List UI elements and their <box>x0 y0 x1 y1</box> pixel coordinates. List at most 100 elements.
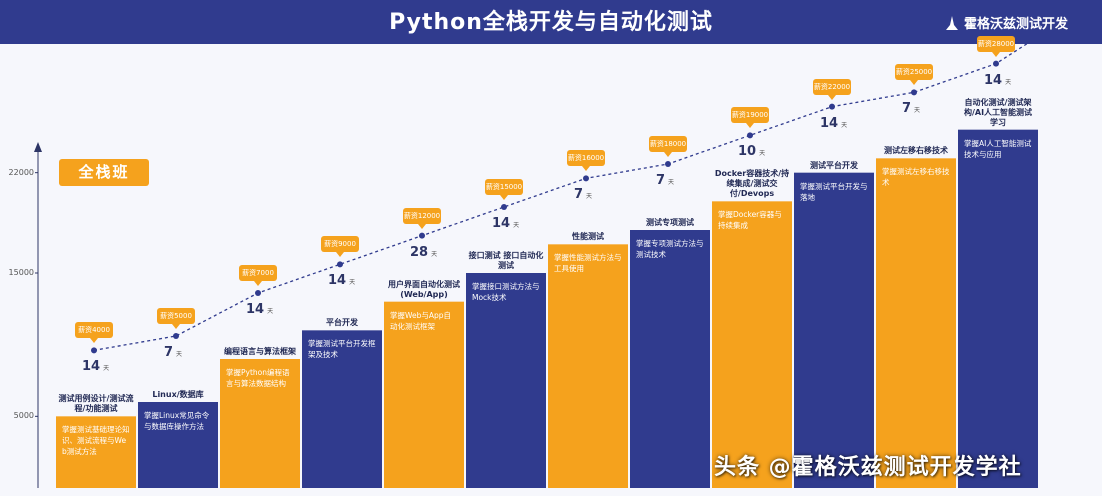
axis-layer <box>34 142 42 488</box>
salary-bubble: 薪资5000 <box>157 308 195 329</box>
bar <box>630 230 710 488</box>
trend-layer <box>91 44 1028 354</box>
header-bar: Python全栈开发与自动化测试 霍格沃兹测试开发 <box>0 0 1102 44</box>
days-unit: 天 <box>103 365 110 373</box>
trend-point <box>993 60 999 67</box>
days-unit: 天 <box>668 179 675 186</box>
days-label: 14 天 <box>328 273 355 288</box>
salary-bubble: 薪资19000 <box>731 107 769 129</box>
bar-category-label: 性能测试 <box>572 232 604 242</box>
trend-point <box>829 103 835 110</box>
bar-description: 掌握Web与App自动化测试框架 <box>390 310 452 331</box>
salary-bubble: 薪资7000 <box>239 265 277 286</box>
bar <box>466 273 546 488</box>
bar-description: 掌握测试基础理论知识、测试流程与Web测试方法 <box>62 425 130 457</box>
bar-category-label: 测试专项测试 <box>646 218 694 227</box>
bar <box>712 201 792 489</box>
page-title: Python全栈开发与自动化测试 <box>389 10 713 35</box>
days-label: 28 天 <box>410 245 437 260</box>
class-badge: 全栈班 <box>59 159 149 186</box>
bar <box>138 402 218 488</box>
days-label: 14 天 <box>984 73 1011 88</box>
bar <box>220 359 300 488</box>
trend-point <box>337 261 343 268</box>
y-tick-label: 5000 <box>13 411 34 421</box>
salary-bubble: 薪资16000 <box>567 150 605 172</box>
days-unit: 天 <box>513 222 520 229</box>
salary-bubble: 薪资9000 <box>321 236 359 258</box>
days-label: 10 天 <box>738 144 765 159</box>
salary-bubble: 薪资12000 <box>403 207 441 229</box>
bar-description: 掌握测试平台开发框架及技术 <box>308 339 376 360</box>
brand: 霍格沃兹测试开发 <box>945 13 1068 32</box>
days-unit: 天 <box>1005 78 1012 86</box>
days-value: 14 <box>820 115 839 131</box>
salary-bubble: 薪资22000 <box>813 78 851 100</box>
days-unit: 天 <box>431 250 438 258</box>
watermark: 头条 @霍格沃兹测试开发学社 <box>714 455 1022 480</box>
days-value: 28 <box>410 244 429 260</box>
days-value: 7 <box>656 173 666 188</box>
y-tick-label: 15000 <box>8 268 34 277</box>
days-unit: 天 <box>176 351 183 358</box>
salary-bubble: 薪资25000 <box>895 64 933 86</box>
trend-point <box>665 161 671 167</box>
days-label: 14 天 <box>820 116 847 131</box>
salary-bubble: 薪资28000 <box>977 35 1015 57</box>
bar-description: 掌握性能测试方法与工具使用 <box>554 253 622 274</box>
days-label: 14 天 <box>82 359 109 374</box>
bar-category-label: 测试平台开发 <box>810 160 858 170</box>
brand-logo-icon <box>945 15 958 30</box>
trend-point <box>911 89 917 96</box>
bar-description: 掌握测试平台开发与落地 <box>800 181 868 202</box>
days-unit: 天 <box>914 107 921 115</box>
trend-point <box>501 204 507 210</box>
trend-point <box>583 175 589 182</box>
bar-category-label: Linux/数据库 <box>152 390 204 399</box>
bar-description: 掌握接口测试方法与Mock技术 <box>472 282 540 302</box>
trend-point <box>255 290 261 296</box>
bar-description: 掌握AI人工智能测试技术与应用 <box>964 138 1032 159</box>
bar-category-label: 测试用例设计/测试流程/功能测试 <box>58 394 134 414</box>
trend-point <box>173 333 179 339</box>
days-value: 14 <box>246 302 265 317</box>
bar-category-label: 平台开发 <box>326 318 358 328</box>
days-value: 14 <box>82 359 101 375</box>
days-value: 7 <box>164 345 174 360</box>
days-value: 14 <box>984 72 1003 88</box>
bar-category-label: 自动化测试/测试架构/AI人工智能测试学习 <box>963 97 1033 127</box>
trend-point <box>419 232 425 239</box>
days-value: 10 <box>738 144 757 160</box>
bar <box>794 172 874 488</box>
bar <box>384 301 464 488</box>
bar-description: 掌握测试左移右移技术 <box>882 167 950 188</box>
chart-area: 全栈班 5000 15000 22000 测试用例设计/测试流程/功能测试掌握测试基础… <box>0 35 1102 496</box>
days-label: 14 天 <box>492 216 519 231</box>
days-value: 7 <box>574 187 584 203</box>
y-tick-label: 22000 <box>8 167 34 177</box>
chart-canvas <box>34 44 1038 489</box>
salary-bubble: 薪资15000 <box>485 179 523 200</box>
days-unit: 天 <box>759 150 766 158</box>
salary-bubble: 薪资4000 <box>75 322 113 344</box>
trend-point <box>91 347 97 354</box>
bar <box>876 158 956 488</box>
bar <box>302 330 382 488</box>
bar <box>958 129 1038 488</box>
bar-category-label: 测试左移右移技术 <box>884 146 948 156</box>
brand-name: 霍格沃兹测试开发 <box>963 17 1068 32</box>
bar-description: 掌握专项测试方法与测试技术 <box>636 239 704 259</box>
bar-category-label: 接口测试 接口自动化测试 <box>468 251 544 270</box>
bar <box>548 244 628 488</box>
days-label: 14 天 <box>246 302 273 317</box>
days-unit: 天 <box>267 308 274 315</box>
days-value: 14 <box>328 273 347 289</box>
days-value: 14 <box>492 216 511 231</box>
bar-description: 掌握Docker容器与持续集成 <box>718 210 782 231</box>
days-unit: 天 <box>841 121 848 129</box>
bar-category-label: 用户界面自动化测试(Web/App) <box>388 279 460 299</box>
bars-layer <box>56 129 1038 489</box>
